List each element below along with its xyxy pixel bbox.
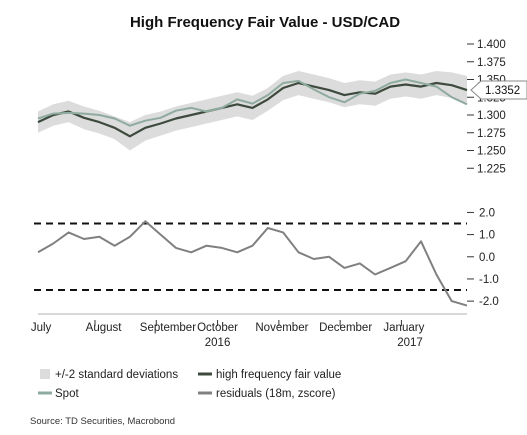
threshold-lines <box>34 222 467 292</box>
std-dev-band <box>38 71 467 151</box>
top-y-tick-label: 1.250 <box>477 146 506 158</box>
legend-band-label: +/-2 standard deviations <box>55 369 178 381</box>
bottom-y-tick-label: 1.0 <box>479 230 495 242</box>
bottom-y-tick-label: 0.0 <box>479 252 495 264</box>
x-tick-label: January <box>383 322 424 334</box>
x-tick-label: October <box>197 322 238 334</box>
x-year-label: 2016 <box>205 337 231 349</box>
bottom-y-axis: 2.0 1.0 0.0 -1.0 -2.0 <box>467 207 499 308</box>
x-axis: July August September October November Decemb… <box>31 313 467 349</box>
x-tick-label: July <box>31 322 52 334</box>
fair-value-line <box>37 81 468 138</box>
source-note: Source: TD Securities, Macrobond <box>30 416 175 427</box>
legend: +/-2 standard deviations high frequency … <box>38 369 341 400</box>
legend-residuals-label: residuals (18m, zscore) <box>216 388 336 400</box>
bottom-y-tick-label: -2.0 <box>479 296 499 308</box>
top-y-tick-label: 1.375 <box>477 57 506 69</box>
legend-fair-label: high frequency fair value <box>216 369 341 381</box>
chart-title: High Frequency Fair Value - USD/CAD <box>130 14 400 31</box>
x-year-label: 2017 <box>397 337 423 349</box>
bottom-panel: 2.0 1.0 0.0 -1.0 -2.0 <box>34 207 499 308</box>
x-tick-label: November <box>255 322 308 334</box>
residuals-line <box>37 220 468 307</box>
legend-band-swatch <box>40 369 50 379</box>
top-y-tick-label: 1.300 <box>477 110 506 122</box>
x-tick-label: December <box>319 322 372 334</box>
spot-line <box>37 78 468 127</box>
last-value-box <box>470 80 527 100</box>
top-y-tick-label: 1.400 <box>477 39 506 51</box>
last-value-label: 1.3352 <box>485 85 520 97</box>
bottom-y-tick-label: -1.0 <box>479 274 499 286</box>
top-panel: 1.4001.3751.3501.3251.3001.2751.2501.225… <box>37 39 527 175</box>
legend-spot-label: Spot <box>55 388 79 400</box>
top-y-tick-label: 1.275 <box>477 128 506 140</box>
x-tick-label: August <box>86 322 123 334</box>
bottom-y-tick-label: 2.0 <box>479 207 495 219</box>
x-tick-label: September <box>140 322 196 334</box>
top-y-tick-label: 1.225 <box>477 163 506 175</box>
last-value-callout: 1.3352 <box>470 80 527 100</box>
